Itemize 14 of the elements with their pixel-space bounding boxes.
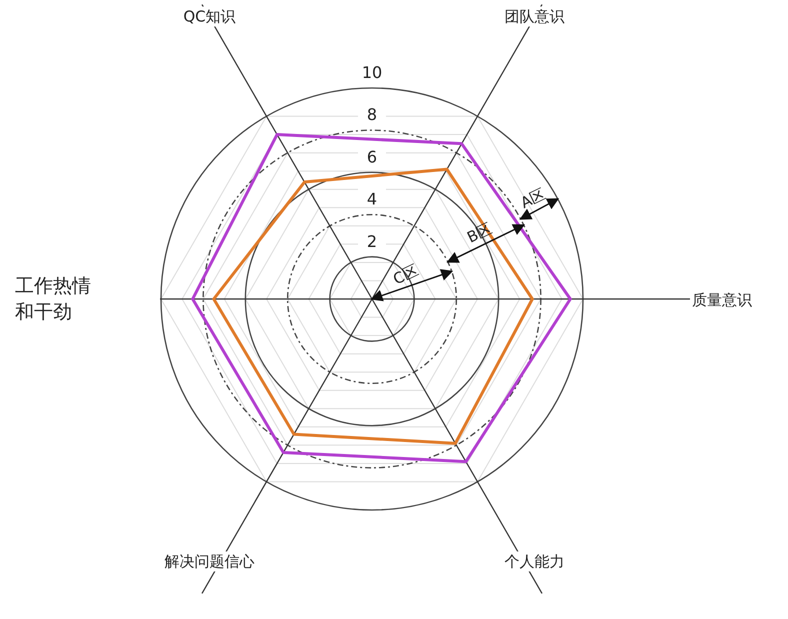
text: A区 (518, 184, 548, 212)
y-tick-label: 10 (362, 63, 382, 82)
text: B区 (464, 219, 495, 247)
spoke-label: QC知识 (183, 8, 236, 26)
spoke-label: 质量意识 (692, 291, 752, 309)
spoke-label: 解决问题信心 (164, 552, 254, 570)
y-tick-label: 2 (366, 232, 378, 251)
y-tick-label: 4 (366, 190, 378, 209)
y-tick-label: 6 (366, 147, 378, 166)
spoke-label: 个人能力 (504, 552, 564, 570)
spoke-label: 团队意识 (504, 8, 564, 26)
text: C区 (390, 261, 422, 288)
y-tick-label: 8 (366, 105, 378, 124)
spoke-label: 工作热情和干劲 (15, 275, 91, 323)
